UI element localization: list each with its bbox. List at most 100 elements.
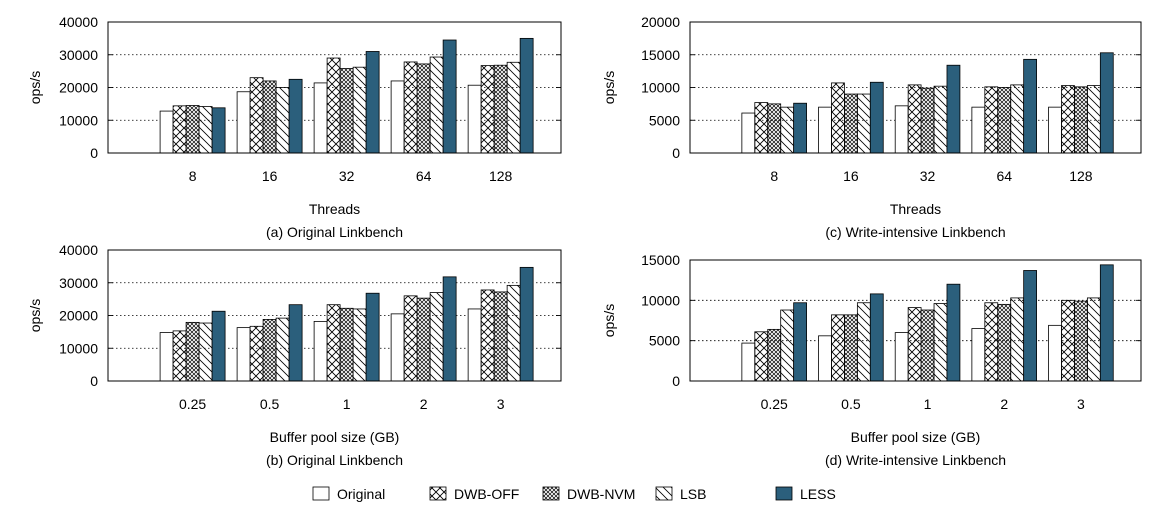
bar-less-0.5: [869, 293, 884, 382]
bar-lsb-1: [352, 308, 367, 382]
bar-lsb-3: [1086, 297, 1101, 382]
bar-lsb-128: [1086, 85, 1101, 154]
bar-original-1: [894, 332, 909, 382]
bar-dwb-off-1: [326, 304, 341, 382]
bar-original-0.25: [741, 342, 756, 382]
chart-caption: (b) Original Linkbench: [266, 452, 403, 468]
legend-label-lsb: LSB: [680, 486, 706, 502]
bar-lsb-32: [352, 66, 367, 154]
bar-dwb-nvm-2: [416, 297, 431, 382]
bar-dwb-nvm-32: [339, 68, 354, 154]
legend-label-less: LESS: [800, 486, 836, 502]
x-tick-label: 16: [843, 168, 859, 184]
plot-frame: [107, 249, 562, 382]
bar-dwb-off-8: [172, 105, 187, 154]
bar-less-0.5: [288, 304, 303, 382]
y-tick-label: 10000: [641, 80, 680, 96]
bar-original-3: [467, 308, 482, 382]
bar-lsb-8: [780, 106, 795, 154]
legend-swatch-dwb-nvm: [542, 486, 560, 501]
bar-dwb-nvm-0.25: [185, 321, 200, 382]
x-tick-label: 1: [343, 396, 351, 412]
x-axis-label: Threads: [309, 201, 360, 217]
y-tick-label: 0: [90, 373, 98, 389]
bar-original-2: [390, 313, 405, 382]
bar-less-128: [519, 37, 534, 154]
x-tick-label: 8: [770, 168, 778, 184]
bar-dwb-off-32: [326, 57, 341, 154]
legend-label-dwb-off: DWB-OFF: [454, 486, 519, 502]
bar-less-16: [288, 78, 303, 154]
y-tick-label: 10000: [59, 340, 98, 356]
plot-frame: [107, 21, 562, 154]
x-tick-label: 64: [996, 168, 1012, 184]
x-tick-label: 2: [1000, 396, 1008, 412]
x-tick-label: 128: [1069, 168, 1093, 184]
plot-frame: [689, 259, 1142, 382]
y-tick-label: 40000: [59, 242, 98, 258]
bar-original-1: [313, 320, 328, 382]
x-tick-label: 0.5: [260, 396, 280, 412]
x-tick-label: 0.25: [761, 396, 788, 412]
bar-dwb-nvm-32: [920, 87, 935, 154]
y-tick-label: 40000: [59, 14, 98, 30]
bar-dwb-nvm-0.5: [844, 314, 858, 382]
bar-lsb-16: [856, 93, 871, 154]
x-tick-label: 64: [416, 168, 432, 184]
bar-less-128: [1099, 52, 1114, 154]
x-tick-label: 3: [1077, 396, 1085, 412]
y-tick-label: 15000: [641, 47, 680, 63]
y-tick-label: 0: [672, 373, 680, 389]
bar-original-3: [1048, 324, 1062, 382]
x-tick-label: 32: [339, 168, 355, 184]
bar-original-16: [818, 106, 832, 154]
bar-dwb-nvm-2: [997, 303, 1012, 382]
bar-less-8: [211, 107, 226, 154]
chart-caption: (a) Original Linkbench: [266, 224, 403, 240]
y-tick-label: 20000: [59, 80, 98, 96]
bar-lsb-16: [275, 87, 290, 154]
bar-less-1: [946, 283, 961, 382]
bar-dwb-off-128: [480, 65, 495, 154]
plot-frame: [689, 21, 1142, 154]
bar-dwb-nvm-3: [493, 291, 508, 382]
legend-label-original: Original: [337, 486, 385, 502]
bar-original-128: [467, 84, 482, 154]
x-tick-label: 0.5: [841, 396, 861, 412]
bar-dwb-off-1: [907, 307, 922, 382]
y-axis-label: ops/s: [27, 299, 43, 332]
bar-dwb-off-128: [1061, 85, 1075, 154]
bar-dwb-off-2: [403, 295, 418, 382]
y-tick-label: 5000: [649, 333, 680, 349]
bar-dwb-nvm-3: [1074, 300, 1088, 382]
bar-original-128: [1048, 106, 1062, 154]
bar-less-64: [1023, 58, 1037, 154]
y-tick-label: 10000: [641, 292, 680, 308]
bar-dwb-nvm-64: [997, 87, 1012, 154]
chart-caption: (d) Write-intensive Linkbench: [825, 452, 1006, 468]
legend: Original DWB-OFF DWB-NVM LSB LESS: [312, 486, 836, 502]
bar-dwb-off-2: [984, 302, 999, 382]
bar-dwb-off-64: [403, 61, 418, 154]
x-tick-label: 16: [262, 168, 278, 184]
x-tick-label: 8: [189, 168, 197, 184]
y-tick-label: 30000: [59, 275, 98, 291]
bar-lsb-64: [429, 56, 444, 154]
bar-less-2: [442, 276, 457, 382]
y-axis-label: ops/s: [601, 304, 617, 337]
bar-original-32: [313, 82, 328, 154]
chart-panel-2: 0 5000 10000 15000 20000 8 16 32 64 128 ops/s Threa…: [601, 14, 1142, 240]
x-tick-label: 2: [420, 396, 428, 412]
y-tick-label: 15000: [641, 252, 680, 268]
legend-swatch-original: [312, 486, 330, 501]
bar-dwb-off-16: [249, 77, 264, 154]
bar-original-8: [159, 110, 174, 154]
bar-lsb-128: [506, 61, 521, 154]
x-axis-label: Buffer pool size (GB): [270, 429, 400, 445]
bar-dwb-nvm-8: [185, 105, 200, 154]
bar-dwb-nvm-8: [767, 103, 782, 154]
bar-original-0.25: [159, 332, 174, 382]
y-axis-label: ops/s: [27, 71, 43, 104]
legend-swatch-lsb: [655, 486, 673, 501]
bar-less-3: [1099, 264, 1114, 382]
